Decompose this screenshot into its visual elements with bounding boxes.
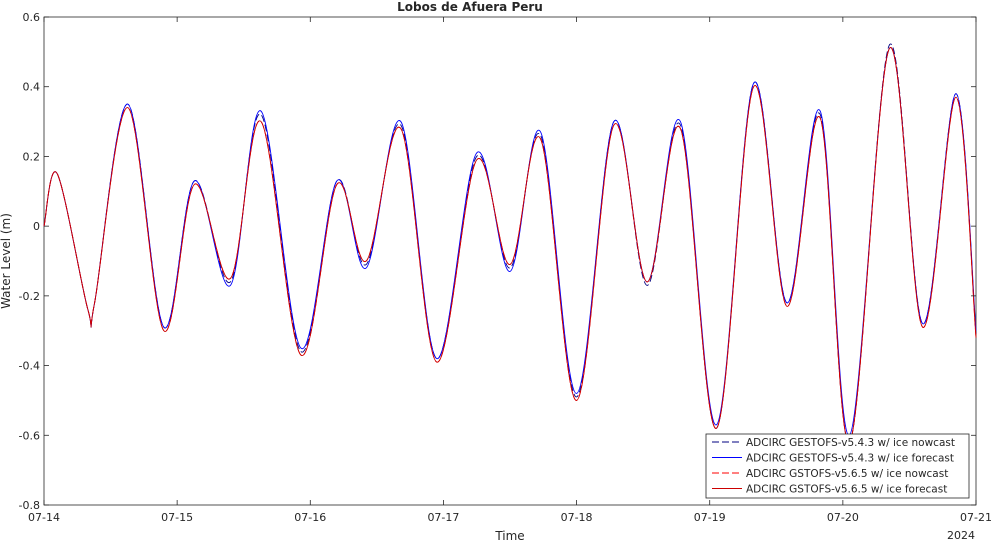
x-tick-label: 07-21 <box>960 511 992 524</box>
x-tick-label: 07-18 <box>561 511 593 524</box>
y-tick-label: -0.8 <box>19 499 40 512</box>
y-axis-label: Water Level (m) <box>0 213 13 309</box>
legend-entry: ADCIRC GSTOFS-v5.6.5 w/ ice nowcast <box>746 468 948 480</box>
legend-entry: ADCIRC GESTOFS-v5.4.3 w/ ice nowcast <box>746 437 955 449</box>
y-tick-label: -0.2 <box>19 290 40 303</box>
x-tick-label: 07-19 <box>694 511 726 524</box>
legend-entry: ADCIRC GESTOFS-v5.4.3 w/ ice forecast <box>746 453 954 465</box>
x-year-label: 2024 <box>947 529 975 541</box>
chart-title: Lobos de Afuera Peru <box>397 0 543 14</box>
x-tick-label: 07-14 <box>28 511 60 524</box>
y-axis: -0.8 -0.6 -0.4 -0.2 0 0.2 0.4 0.6 <box>19 11 976 512</box>
legend: ADCIRC GESTOFS-v5.4.3 w/ ice nowcast ADCI… <box>705 433 970 499</box>
plot-area <box>43 16 977 506</box>
x-axis-label: Time <box>494 529 524 541</box>
legend-box <box>705 433 970 499</box>
x-axis: 07-14 07-15 07-16 07-17 07-18 07-19 07-20 07-21 <box>28 17 992 524</box>
y-tick-label: -0.4 <box>19 360 40 373</box>
x-tick-label: 07-15 <box>161 511 193 524</box>
y-tick-label: 0.2 <box>23 150 41 163</box>
x-tick-label: 07-17 <box>427 511 459 524</box>
x-tick-label: 07-16 <box>294 511 326 524</box>
series-line-2 <box>43 47 977 436</box>
y-tick-label: 0 <box>33 220 40 233</box>
x-tick-label: 07-20 <box>827 511 859 524</box>
y-tick-label: -0.6 <box>19 429 40 442</box>
y-tick-label: 0.6 <box>23 11 41 24</box>
y-tick-label: 0.4 <box>23 81 41 94</box>
legend-entry: ADCIRC GSTOFS-v5.6.5 w/ ice forecast <box>746 484 947 496</box>
